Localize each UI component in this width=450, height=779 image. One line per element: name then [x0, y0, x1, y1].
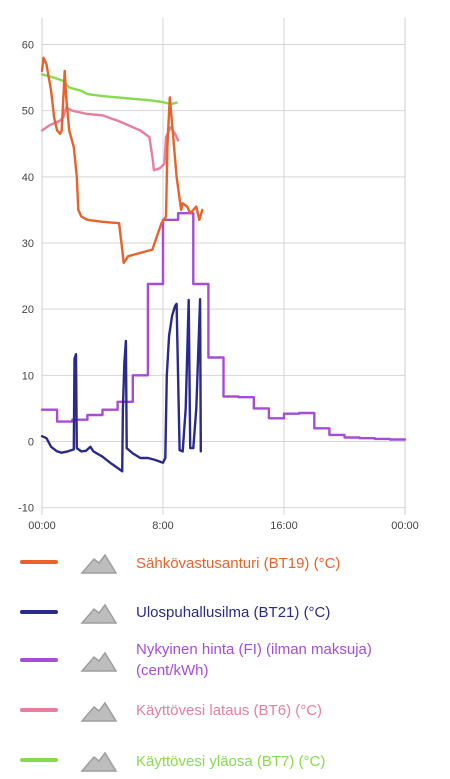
chart-series	[40, 56, 407, 473]
legend-swatch-bt6	[20, 708, 58, 712]
chart-grid	[41, 18, 406, 515]
legend-item-bt6[interactable]: Käyttövesi lataus (BT6) (°C)	[0, 689, 450, 729]
y-tick-label: 10	[22, 370, 34, 382]
legend-item-price[interactable]: Nykyinen hinta (FI) (ilman maksuja) (cen…	[0, 639, 450, 689]
x-tick-label: 8:00	[152, 520, 173, 532]
y-tick-label: 20	[22, 304, 34, 316]
y-tick-label: 50	[22, 106, 34, 118]
series-line-bt19	[40, 56, 204, 265]
legend-label-bt21: Ulospuhallusilma (BT21) (°C)	[136, 604, 331, 621]
legend-swatch-price	[20, 658, 58, 662]
y-tick-label: 60	[22, 40, 34, 52]
legend-label-bt7: Käyttövesi yläosa (BT7) (°C)	[136, 753, 326, 770]
mountain-icon[interactable]	[80, 749, 118, 773]
mountain-icon[interactable]	[80, 601, 118, 625]
legend-item-bt19[interactable]: Sähkövastusanturi (BT19) (°C)	[0, 541, 450, 581]
legend-label-price: Nykyinen hinta (FI) (ilman maksuja) (cen…	[136, 641, 372, 679]
series-line-bt6	[40, 106, 180, 172]
series-line-price	[40, 212, 407, 441]
line-chart: 60 50 40 30 20 10 0 -10 00:00 8:00 16:00 00:00	[18, 18, 419, 532]
mountain-icon[interactable]	[80, 699, 118, 723]
mountain-icon[interactable]	[80, 551, 118, 575]
legend-swatch-bt19	[20, 560, 58, 564]
y-tick-label: 0	[28, 437, 34, 449]
legend-item-bt21[interactable]: Ulospuhallusilma (BT21) (°C)	[0, 591, 450, 631]
series-line-bt21	[40, 298, 202, 473]
x-tick-label: 00:00	[28, 520, 56, 532]
x-tick-label: 16:00	[270, 520, 298, 532]
legend-label-bt6: Käyttövesi lataus (BT6) (°C)	[136, 702, 323, 719]
y-axis-tick-labels: 60 50 40 30 20 10 0 -10	[18, 40, 34, 515]
y-tick-label: 40	[22, 172, 34, 184]
legend-label-bt19: Sähkövastusanturi (BT19) (°C)	[136, 555, 341, 572]
legend-swatch-bt21	[20, 610, 58, 614]
mountain-icon[interactable]	[80, 649, 118, 673]
legend-swatch-bt7	[20, 758, 58, 762]
y-tick-label: -10	[18, 503, 34, 515]
x-axis-tick-labels: 00:00 8:00 16:00 00:00	[28, 520, 419, 532]
x-tick-label: 00:00	[391, 520, 419, 532]
legend-item-bt7[interactable]: Käyttövesi yläosa (BT7) (°C)	[0, 739, 450, 779]
y-tick-label: 30	[22, 238, 34, 250]
